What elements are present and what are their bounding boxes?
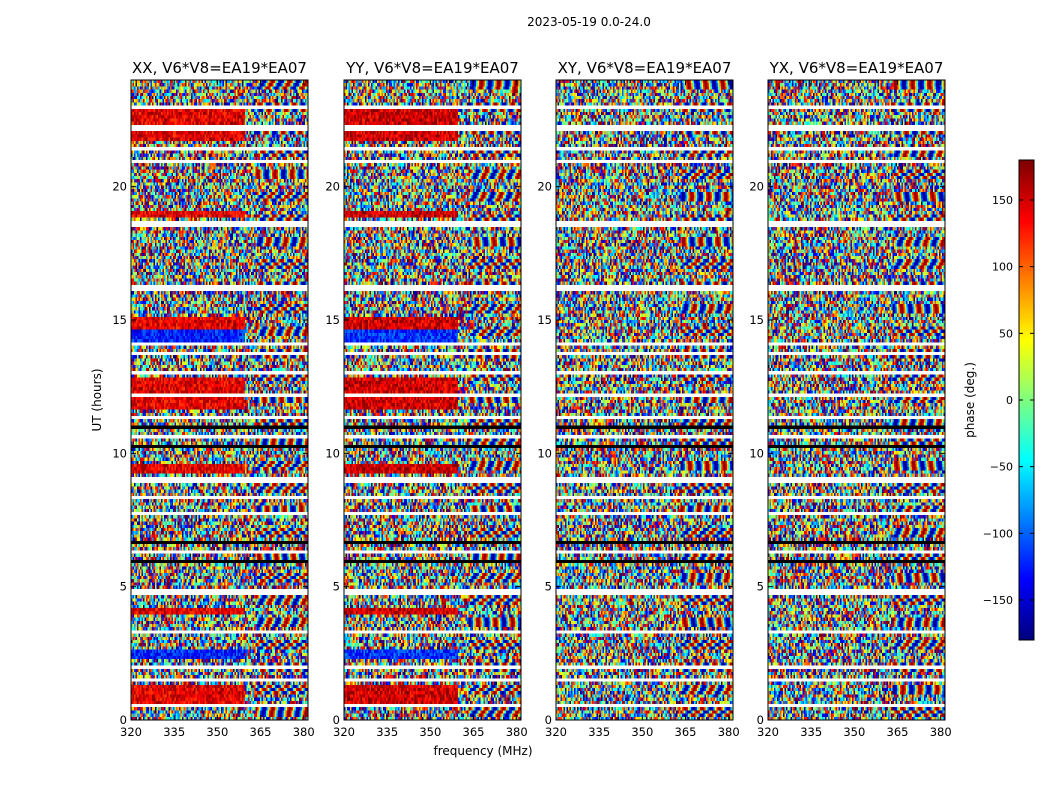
- colorbar-tick-label: 0: [1006, 394, 1013, 407]
- phase-heatmap: [344, 80, 521, 720]
- y-tick-label: 0: [120, 713, 127, 727]
- x-tick-label: 365: [250, 725, 272, 739]
- y-tick-label: 0: [757, 713, 764, 727]
- x-tick-label: 335: [376, 725, 398, 739]
- panel-frame: [343, 79, 522, 721]
- x-tick-label: 380: [506, 725, 528, 739]
- x-tick-label: 365: [675, 725, 697, 739]
- x-tick-label: 380: [930, 725, 952, 739]
- colorbar-gradient: [1019, 160, 1034, 640]
- y-tick-label: 10: [325, 446, 340, 460]
- x-tick-label: 350: [843, 725, 865, 739]
- y-axis-label: UT (hours): [90, 368, 104, 431]
- panel-frame: [555, 79, 734, 721]
- x-tick-label: 335: [800, 725, 822, 739]
- x-tick-label: 350: [631, 725, 653, 739]
- figure-title: 2023-05-19 0.0-24.0: [527, 15, 651, 29]
- x-tick-label: 365: [887, 725, 909, 739]
- x-tick-label: 320: [120, 725, 142, 739]
- x-tick-label: 335: [588, 725, 610, 739]
- colorbar-tick-label: −50: [990, 461, 1013, 474]
- colorbar-label: phase (deg.): [963, 362, 977, 438]
- panels: XX, V6*V8=EA19*EA07 320 335 350 365 380 0 5 10 15…: [112, 59, 951, 739]
- colorbar-tick-label: 100: [992, 261, 1013, 274]
- y-tick-label: 20: [537, 180, 552, 194]
- phase-heatmap: [131, 80, 308, 720]
- x-tick-label: 350: [419, 725, 441, 739]
- panel-frame: [767, 79, 946, 721]
- y-tick-label: 20: [112, 180, 127, 194]
- y-tick-label: 5: [757, 580, 764, 594]
- panel-frame: [130, 79, 309, 721]
- colorbar-tick-label: 150: [992, 194, 1013, 207]
- panel-title: YY, V6*V8=EA19*EA07: [345, 59, 519, 77]
- y-tick-label: 20: [325, 180, 340, 194]
- y-tick-label: 5: [545, 580, 552, 594]
- colorbar-tick-label: −150: [983, 594, 1013, 607]
- x-tick-label: 380: [718, 725, 740, 739]
- y-tick-label: 0: [333, 713, 340, 727]
- y-tick-label: 15: [537, 313, 552, 327]
- y-tick-label: 15: [112, 313, 127, 327]
- x-tick-label: 320: [333, 725, 355, 739]
- x-tick-label: 320: [757, 725, 779, 739]
- y-tick-label: 10: [112, 446, 127, 460]
- colorbar-tick-label: −100: [983, 527, 1013, 540]
- y-tick-label: 0: [545, 713, 552, 727]
- x-tick-label: 380: [293, 725, 315, 739]
- x-tick-label: 320: [545, 725, 567, 739]
- y-tick-label: 15: [325, 313, 340, 327]
- panel-yx: YX, V6*V8=EA19*EA07 320 335 350 365 380 0 5 10 15…: [749, 59, 951, 739]
- panel-title: XY, V6*V8=EA19*EA07: [558, 59, 732, 77]
- y-tick-label: 10: [749, 446, 764, 460]
- panel-title: YX, V6*V8=EA19*EA07: [769, 59, 944, 77]
- panel-yy: YY, V6*V8=EA19*EA07 320 335 350 365 380 0 5 10 15…: [325, 59, 527, 739]
- y-tick-label: 5: [120, 580, 127, 594]
- x-tick-label: 350: [206, 725, 228, 739]
- panel-xx: XX, V6*V8=EA19*EA07 320 335 350 365 380 0 5 10 15…: [112, 59, 314, 739]
- y-tick-label: 10: [537, 446, 552, 460]
- y-tick-label: 20: [749, 180, 764, 194]
- phase-heatmap: [768, 80, 945, 720]
- colorbar: −150 −100 −50 0 50 100 150 phase (deg.): [963, 159, 1035, 641]
- panel-xy: XY, V6*V8=EA19*EA07 320 335 350 365 380 0 5 10 15…: [537, 59, 739, 739]
- x-axis-label: frequency (MHz): [433, 744, 532, 758]
- x-tick-label: 365: [463, 725, 485, 739]
- y-tick-label: 5: [333, 580, 340, 594]
- y-tick-label: 15: [749, 313, 764, 327]
- x-tick-label: 335: [163, 725, 185, 739]
- panel-title: XX, V6*V8=EA19*EA07: [132, 59, 307, 77]
- colorbar-tick-label: 50: [999, 327, 1013, 340]
- phase-heatmap: [556, 80, 733, 720]
